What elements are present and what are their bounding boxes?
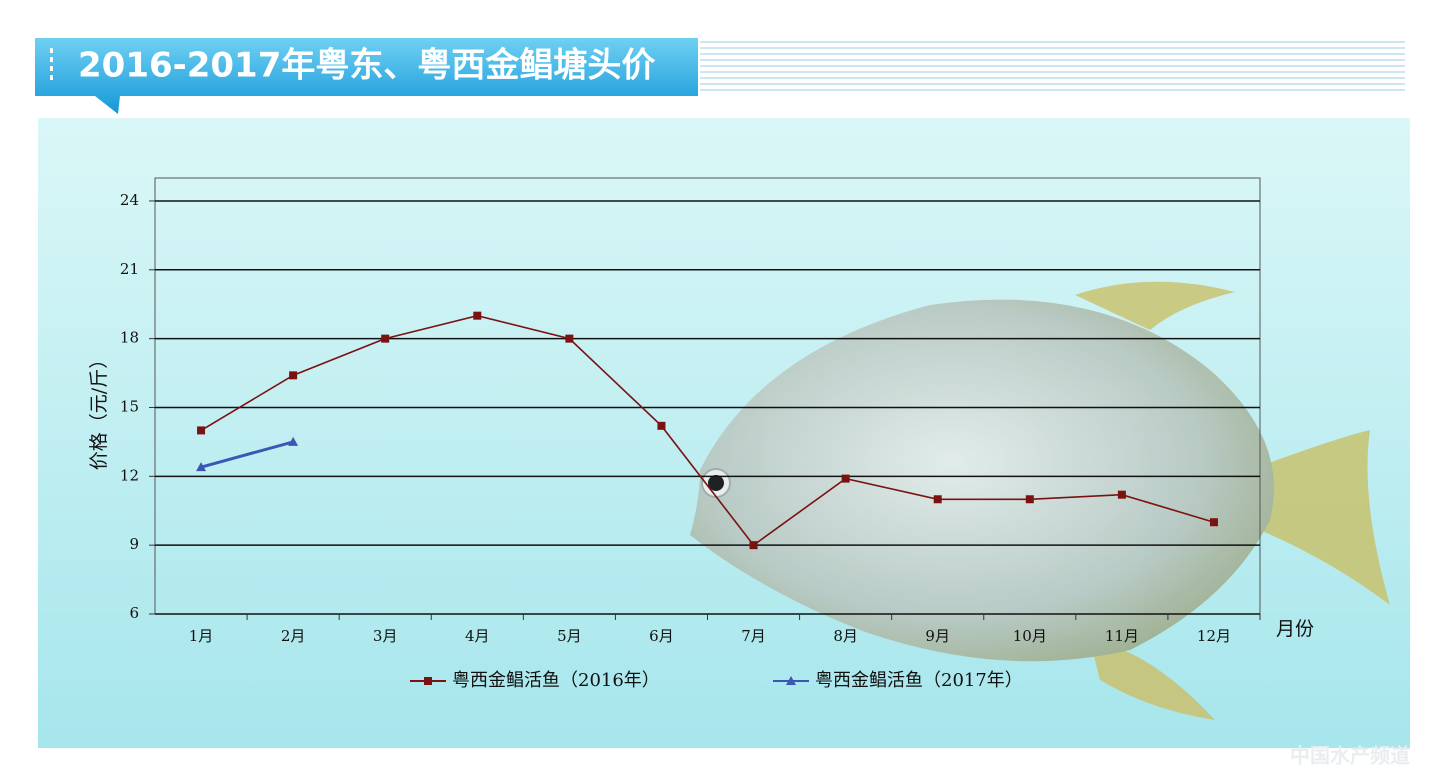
x-tick-label: 1月 [189,627,214,645]
point [289,371,298,380]
point [288,436,299,446]
x-tick-label: 10月 [1013,627,1047,645]
x-tick-label: 2月 [281,627,306,645]
point [841,474,850,483]
legend-label: 粤西金鲳活鱼（2016年） [452,670,660,691]
y-tick-label: 24 [120,191,139,209]
x-tick-label: 4月 [465,627,490,645]
point [381,334,390,343]
y-tick-label: 12 [120,466,139,484]
y-tick-label: 21 [120,260,139,278]
title-banner [35,38,698,114]
x-tick-label: 12月 [1197,627,1231,645]
chart-title: 2016-2017年粤东、粤西金鲳塘头价 [78,46,655,86]
watermark: 中国水产频道 [1290,744,1410,768]
y-axis-label: 价格（元/斤） [88,350,110,470]
point [565,334,574,343]
point [1209,518,1218,527]
y-tick-label: 18 [120,329,139,347]
banner-stripes [700,41,1405,91]
point [933,495,942,504]
point [473,311,482,320]
point [786,676,796,685]
point [657,421,666,430]
x-tick-label: 6月 [649,627,674,645]
point [749,541,758,550]
point [196,462,207,472]
y-tick-label: 9 [129,535,139,553]
point [424,677,432,685]
x-tick-label: 11月 [1105,627,1139,645]
x-tick-label: 7月 [741,627,766,645]
x-tick-label: 8月 [833,627,858,645]
point [1025,495,1034,504]
point [197,426,206,435]
x-axis-label: 月份 [1276,618,1314,640]
x-tick-label: 3月 [373,627,398,645]
series-line [200,440,294,469]
legend-label: 粤西金鲳活鱼（2017年） [815,670,1023,691]
y-tick-label: 15 [120,397,139,415]
x-tick-label: 9月 [925,627,950,645]
banner-dots [50,48,53,80]
point [1117,490,1126,499]
series-line [200,314,1215,547]
x-tick-label: 5月 [557,627,582,645]
y-tick-label: 6 [129,604,139,622]
